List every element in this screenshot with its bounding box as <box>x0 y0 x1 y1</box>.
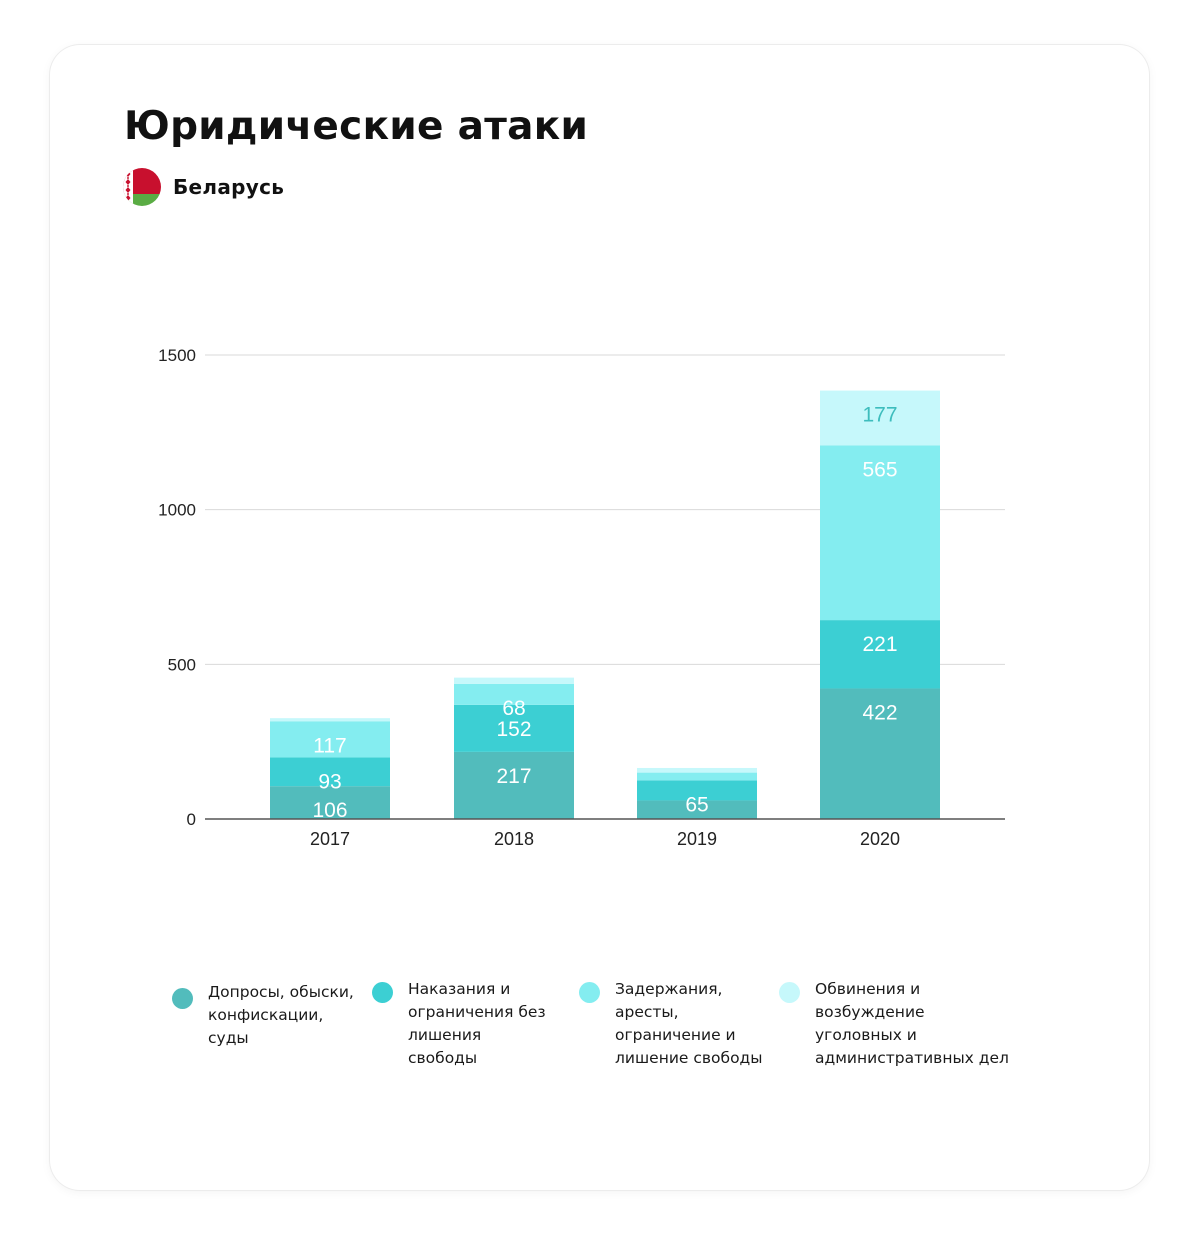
x-tick-label: 2019 <box>677 829 717 849</box>
bar-segment <box>270 721 390 758</box>
chart-card <box>50 45 1149 1190</box>
data-label: 152 <box>496 718 531 741</box>
y-tick-label: 1000 <box>158 501 196 520</box>
x-tick-label: 2020 <box>860 829 900 849</box>
bar-segment <box>270 718 390 722</box>
y-tick-label: 1500 <box>158 346 196 365</box>
x-tick-label: 2018 <box>494 829 534 849</box>
bar-segment <box>454 683 574 705</box>
legend-item-charges: Обвинения и возбуждение уголовных и адми… <box>779 980 1009 1070</box>
legend-label: Наказания и ограничения без лишения своб… <box>408 980 546 1067</box>
data-label: 68 <box>502 697 525 720</box>
legend-dot-icon <box>372 982 393 1003</box>
y-tick-label: 0 <box>187 810 196 829</box>
bar-segment <box>637 767 757 773</box>
legend-item-restrictions: Наказания и ограничения без лишения своб… <box>372 980 546 1070</box>
data-label: 106 <box>312 799 347 822</box>
country-name: Беларусь <box>173 175 285 199</box>
data-label: 565 <box>862 458 897 481</box>
x-tick-label: 2017 <box>310 829 350 849</box>
legend-item-searches: Допросы, обыски, конфискации, суды <box>172 983 354 1050</box>
page-title: Юридические атаки <box>124 104 589 149</box>
legend-label: Допросы, обыски, конфискации, суды <box>208 983 354 1047</box>
bar-segment <box>270 786 390 819</box>
bar-segment <box>637 800 757 819</box>
legend-item-detentions: Задержания, аресты, ограничение и лишени… <box>579 980 763 1070</box>
bar-segment <box>820 620 940 689</box>
chart-legend: Допросы, обыски, конфискации, суды Наказ… <box>168 979 1048 1099</box>
bar-segment <box>820 390 940 446</box>
legend-dot-icon <box>172 988 193 1009</box>
bar-segment <box>454 751 574 819</box>
belarus-flag-icon <box>123 168 161 206</box>
legend-label: Обвинения и возбуждение уголовных и адми… <box>815 980 1009 1067</box>
bar-segment <box>454 677 574 684</box>
data-label: 221 <box>862 633 897 656</box>
data-label: 117 <box>313 734 346 757</box>
data-label: 217 <box>496 765 531 788</box>
country-label: Беларусь <box>123 168 284 206</box>
bar-segment <box>637 772 757 781</box>
bar-segment <box>270 757 390 787</box>
bar-segment <box>454 704 574 752</box>
bar-segment <box>820 445 940 621</box>
y-tick-label: 500 <box>168 655 196 674</box>
legend-dot-icon <box>579 982 600 1003</box>
bar-segment <box>820 688 940 819</box>
legend-dot-icon <box>779 982 800 1003</box>
data-label: 93 <box>318 770 341 793</box>
legend-label: Задержания, аресты, ограничение и лишени… <box>615 980 763 1067</box>
bar-segment <box>637 780 757 801</box>
data-label: 422 <box>862 701 897 724</box>
data-label: 65 <box>685 793 708 816</box>
data-label: 177 <box>862 404 897 427</box>
